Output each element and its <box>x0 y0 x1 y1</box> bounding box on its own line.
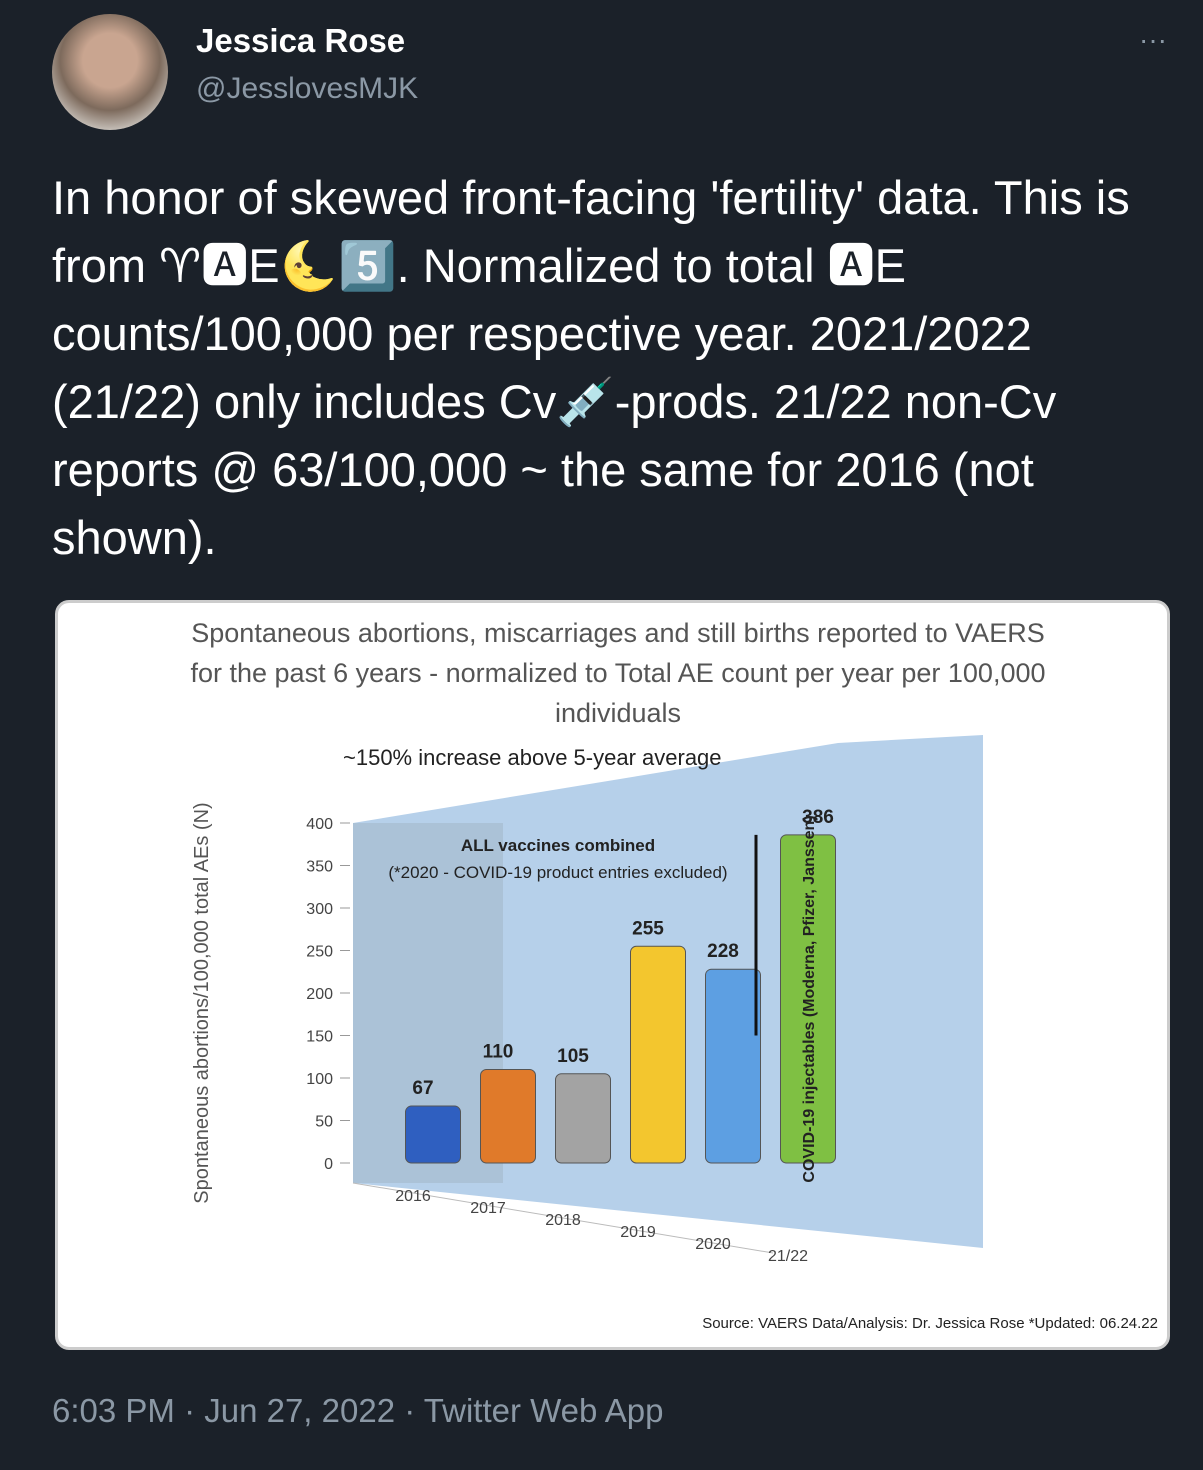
y-tick-label: 350 <box>306 859 333 876</box>
x-tick-label: 2020 <box>695 1236 731 1253</box>
x-tick-label: 21/22 <box>768 1248 808 1265</box>
bar <box>556 1074 611 1163</box>
y-tick-label: 200 <box>306 986 333 1003</box>
annotation: ALL vaccines combined <box>461 836 655 855</box>
x-tick-label: 2019 <box>620 1224 656 1241</box>
y-tick-label: 100 <box>306 1071 333 1088</box>
y-tick-label: 150 <box>306 1029 333 1046</box>
x-tick-label: 2017 <box>470 1200 506 1217</box>
bar-label: COVID-19 injectables (Moderna, Pfizer, J… <box>801 815 818 1182</box>
timestamp[interactable]: 6:03 PM · Jun 27, 2022 · Twitter Web App <box>52 1392 663 1430</box>
page: Jessica Rose @JesslovesMJK ··· In honor … <box>0 0 1203 1470</box>
bar <box>631 946 686 1163</box>
y-axis-label: Spontaneous abortions/100,000 total AEs … <box>191 802 213 1203</box>
bar <box>481 1070 536 1164</box>
x-tick-label: 2016 <box>395 1188 431 1205</box>
data-label: 255 <box>632 918 664 939</box>
author-handle[interactable]: @JesslovesMJK <box>196 72 418 106</box>
data-label: 67 <box>412 1078 433 1099</box>
avatar[interactable] <box>52 14 168 130</box>
annotation: ~150% increase above 5-year average <box>343 745 722 770</box>
y-tick-label: 0 <box>324 1156 333 1173</box>
bar <box>706 969 761 1163</box>
data-label: 110 <box>483 1042 514 1063</box>
chart-image[interactable]: Spontaneous abortions/100,000 total AEs … <box>55 600 1170 1350</box>
bar <box>406 1106 461 1163</box>
y-tick-label: 250 <box>306 944 333 961</box>
y-tick-label: 50 <box>315 1114 333 1131</box>
chart-title: Spontaneous abortions, miscarriages and … <box>178 613 1058 733</box>
more-menu[interactable]: ··· <box>1139 24 1167 56</box>
annotation: (*2020 - COVID-19 product entries exclud… <box>388 863 727 882</box>
data-label: 228 <box>707 941 739 962</box>
x-tick-label: 2018 <box>545 1212 581 1229</box>
data-label: 105 <box>557 1046 589 1067</box>
tweet-text: In honor of skewed front-facing 'fertili… <box>52 164 1182 572</box>
author-name[interactable]: Jessica Rose <box>196 22 405 60</box>
source: Source: VAERS Data/Analysis: Dr. Jessica… <box>702 1315 1158 1332</box>
y-tick-label: 400 <box>306 816 333 833</box>
y-tick-label: 300 <box>306 901 333 918</box>
